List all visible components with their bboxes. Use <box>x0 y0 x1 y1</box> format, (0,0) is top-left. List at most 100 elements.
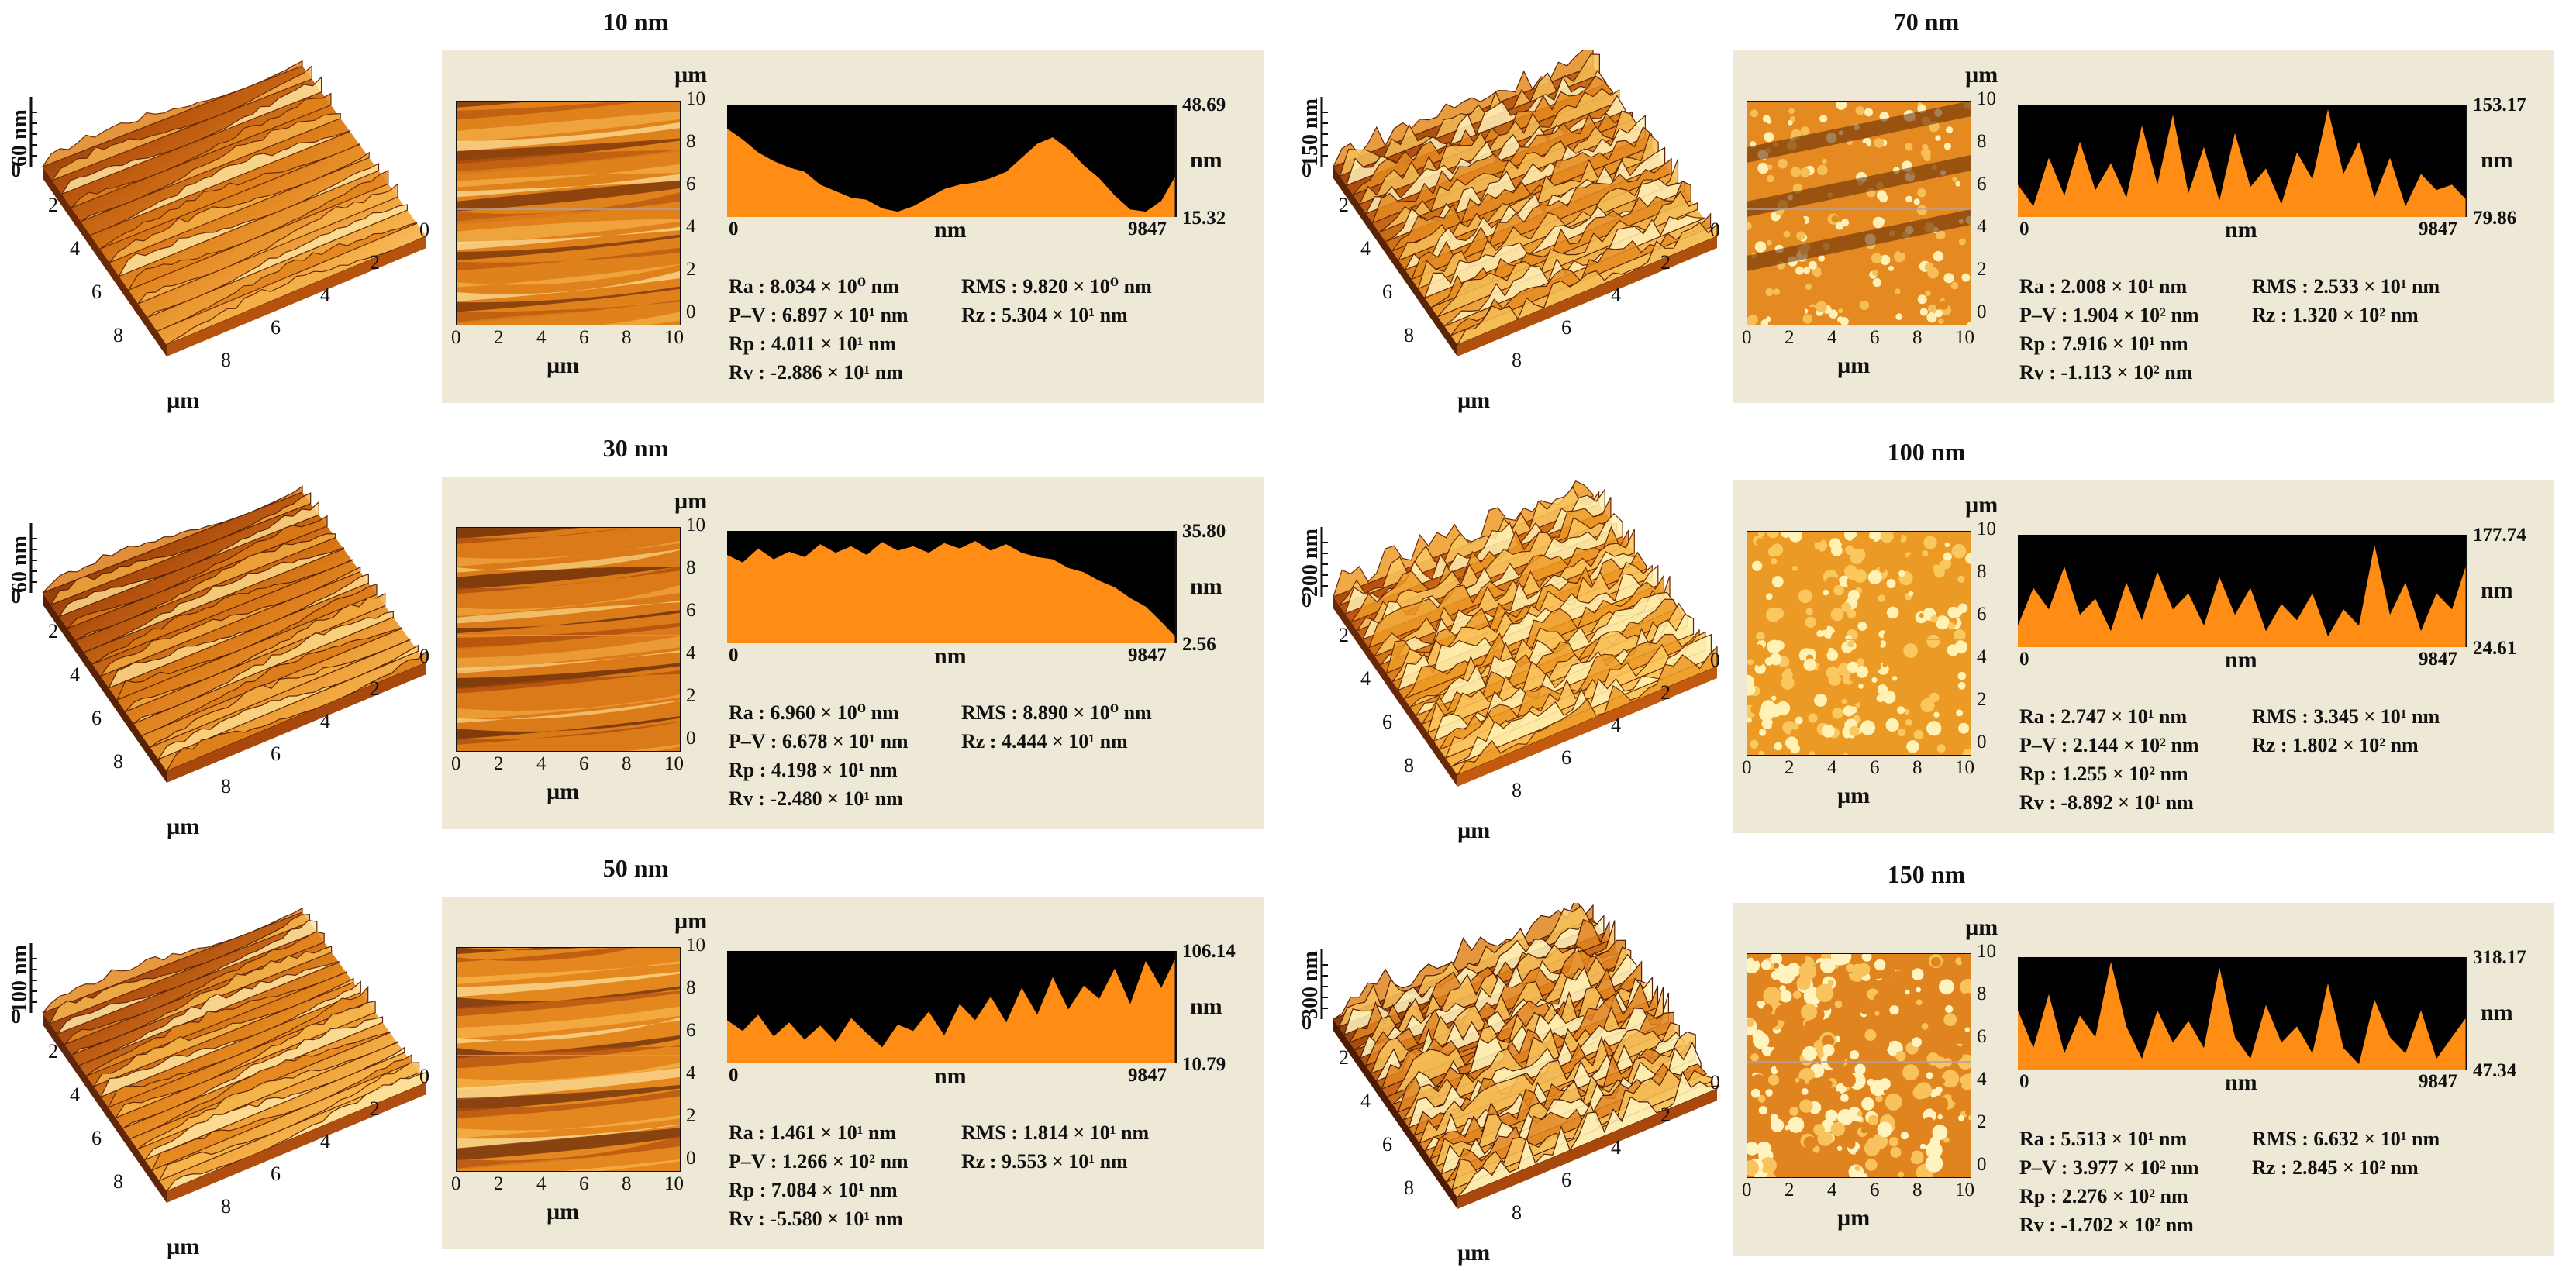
stat-rz: Rz : 4.444 × 10¹ nm <box>961 730 1128 753</box>
surface-ridge <box>107 985 369 1108</box>
profile-area <box>727 956 1177 1063</box>
grain <box>1957 603 1968 614</box>
grain <box>1864 1029 1877 1041</box>
grain <box>1788 108 1795 115</box>
profile-max: 153.17 <box>2473 95 2526 115</box>
grain <box>1938 1077 1946 1084</box>
surface-tick: 6 <box>1561 316 1571 339</box>
profile-min: 15.32 <box>1182 208 1226 229</box>
surface-axis-unit: µm <box>167 1234 200 1259</box>
profile-x-end: 9847 <box>1128 219 1167 239</box>
afm-panel-4: 70 nm 150 nm 0 2 4 6 8 8 6 4 2 0 µm µm 10 8 6 4 2 0 0 2 4 6 8 10 µ… <box>1291 8 2570 418</box>
height-map-y-tick: 4 <box>1977 216 1987 237</box>
grain <box>1836 1083 1847 1094</box>
grain <box>1867 1138 1876 1147</box>
grain <box>1763 963 1769 970</box>
surface-ridge <box>141 627 402 736</box>
surface-tick: 2 <box>1339 624 1349 646</box>
grain <box>1944 236 1952 243</box>
height-band <box>456 306 681 326</box>
profile-max: 318.17 <box>2473 947 2526 968</box>
surface-ridge <box>67 515 328 629</box>
surface-tick: 8 <box>113 1170 123 1193</box>
height-band <box>456 650 681 674</box>
grain <box>1821 724 1835 738</box>
grain <box>1850 706 1857 714</box>
grain <box>1779 985 1786 992</box>
grain <box>1773 963 1780 969</box>
grain <box>1914 1055 1926 1066</box>
grain <box>1803 267 1811 274</box>
height-map-y-tick: 8 <box>1977 131 1987 152</box>
height-map-x-tick: 0 <box>451 753 461 774</box>
surface-tick: 8 <box>1512 779 1522 801</box>
surface-ridge <box>90 129 351 236</box>
height-map-y-tick: 2 <box>1977 1111 1987 1132</box>
surface-side <box>167 663 426 783</box>
grain <box>1789 1106 1799 1116</box>
grain <box>1757 1094 1766 1103</box>
surface-tick: 8 <box>221 775 231 797</box>
surface-tick: 8 <box>113 324 123 346</box>
profile-min: 79.86 <box>2473 208 2517 229</box>
height-band <box>456 600 681 624</box>
grain <box>1775 1059 1790 1073</box>
z-axis-label: 60 nm <box>8 536 32 593</box>
grain <box>1898 1171 1904 1178</box>
grain <box>1874 959 1886 971</box>
height-map-y-tick: 8 <box>1977 983 1987 1004</box>
grain <box>1925 290 1931 297</box>
height-band <box>456 111 681 143</box>
grain <box>1873 981 1881 989</box>
grain <box>1864 309 1873 319</box>
height-map-y-tick: 2 <box>686 1105 696 1126</box>
surface-tick: 2 <box>1339 194 1349 216</box>
grain <box>1908 1003 1923 1018</box>
grain <box>1940 239 1947 246</box>
height-band <box>456 122 681 152</box>
height-band <box>456 947 589 955</box>
height-band <box>456 566 681 594</box>
grain <box>1783 311 1790 319</box>
grain <box>1834 1000 1843 1008</box>
height-map-x-tick: 6 <box>579 1173 589 1194</box>
z-axis-label: 60 nm <box>8 109 32 167</box>
grain <box>1920 1143 1926 1150</box>
grain <box>1935 1086 1943 1094</box>
grain <box>1908 591 1914 596</box>
grain <box>1771 719 1785 732</box>
height-map-x-tick: 0 <box>451 1173 461 1194</box>
height-map-x-tick: 0 <box>1742 327 1752 348</box>
grain <box>1926 312 1937 323</box>
grain <box>1895 313 1903 320</box>
grain <box>1796 231 1805 240</box>
grain <box>1764 132 1774 143</box>
grain <box>1847 661 1859 673</box>
grain <box>1808 713 1818 723</box>
surface-ridge <box>1339 53 1601 177</box>
grain <box>1923 536 1937 549</box>
height-map-y-unit: µm <box>674 908 708 934</box>
surface-ridge <box>1364 939 1626 1067</box>
afm-panel-1: 10 nm 60 nm 0 2 4 6 8 8 6 4 2 0 µm µm 10 8 6 4 2 0 0 2 4 6 8 10 µm… <box>0 8 1279 418</box>
grain <box>1958 1114 1964 1121</box>
surface-ridge <box>41 60 303 168</box>
grain <box>1836 1173 1843 1178</box>
surface-axis-unit: µm <box>167 388 200 413</box>
stat-rms: RMS : 1.814 × 10¹ nm <box>961 1121 1150 1144</box>
grain <box>1852 963 1864 976</box>
grain <box>1874 138 1885 148</box>
grain <box>1825 296 1832 303</box>
profile-x-label: nm <box>934 217 967 243</box>
grain <box>1757 1001 1763 1008</box>
z-axis-label: 200 nm <box>1298 529 1322 597</box>
stat-pv: P–V : 2.144 × 10² nm <box>2019 734 2199 756</box>
grain <box>1923 154 1931 162</box>
grain <box>1897 706 1905 715</box>
surface-ridge <box>158 1062 420 1182</box>
height-map-y-tick: 4 <box>686 216 696 237</box>
grain <box>1903 643 1918 658</box>
grain <box>1897 728 1906 737</box>
z-axis-zero: 0 <box>11 159 21 181</box>
grain <box>1753 1032 1770 1049</box>
